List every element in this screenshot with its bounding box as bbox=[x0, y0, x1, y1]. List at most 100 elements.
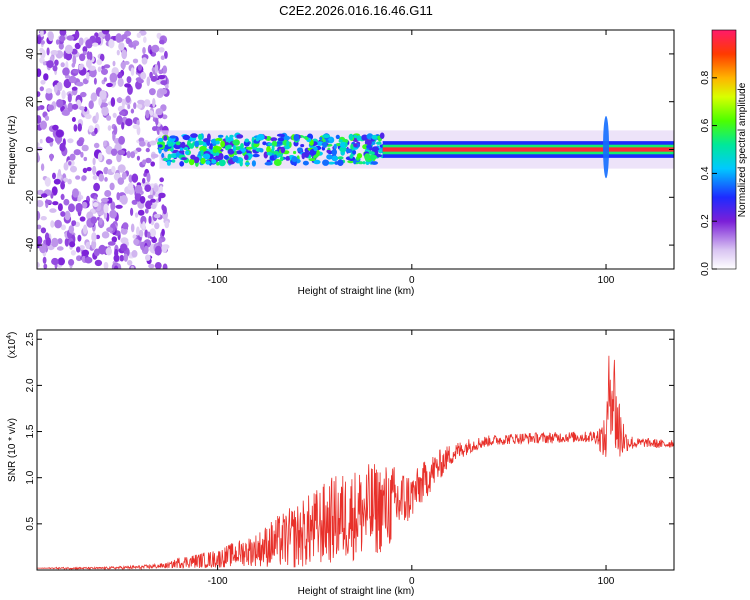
snr-line bbox=[37, 355, 674, 570]
noise-speckle bbox=[125, 95, 131, 103]
colorbar-tick-label: 0.8 bbox=[700, 70, 711, 84]
noise-speckle bbox=[39, 86, 44, 92]
signal-blob bbox=[338, 139, 343, 143]
signal-blob bbox=[244, 162, 250, 166]
noise-speckle bbox=[46, 60, 54, 68]
signal-blob bbox=[283, 135, 291, 141]
signal-blob bbox=[220, 140, 226, 148]
signal-blob bbox=[157, 137, 164, 142]
noise-speckle bbox=[73, 124, 78, 132]
noise-speckle bbox=[160, 55, 165, 60]
noise-speckle bbox=[148, 263, 155, 269]
signal-blob bbox=[352, 150, 357, 155]
signal-blob bbox=[205, 160, 211, 165]
noise-speckle bbox=[136, 32, 142, 38]
noise-speckle bbox=[161, 228, 165, 237]
y-tick-label: -40 bbox=[25, 237, 36, 252]
signal-blob bbox=[369, 154, 377, 160]
noise-speckle bbox=[113, 254, 120, 262]
signal-blob bbox=[356, 135, 362, 141]
signal-blob bbox=[252, 153, 260, 158]
noise-speckle bbox=[150, 198, 156, 203]
noise-speckle bbox=[147, 231, 151, 239]
noise-speckle bbox=[105, 247, 113, 256]
noise-speckle bbox=[109, 72, 118, 83]
noise-speckle bbox=[59, 30, 67, 37]
noise-speckle bbox=[83, 156, 88, 162]
noise-speckle bbox=[91, 239, 97, 250]
signal-blob bbox=[232, 155, 239, 163]
signal-blob bbox=[232, 140, 239, 145]
noise-speckle bbox=[81, 144, 89, 152]
noise-speckle bbox=[142, 177, 146, 184]
snr-frame bbox=[36, 329, 675, 571]
noise-speckle bbox=[40, 30, 44, 38]
signal-blob bbox=[364, 139, 372, 147]
noise-speckle bbox=[106, 82, 113, 88]
signal-blob bbox=[259, 148, 264, 153]
signal-blob bbox=[226, 144, 232, 149]
signal-blob bbox=[337, 159, 344, 166]
noise-speckle bbox=[56, 246, 64, 251]
noise-speckle bbox=[143, 100, 151, 107]
signal-blob bbox=[236, 134, 244, 139]
noise-speckle bbox=[76, 255, 82, 262]
noise-speckle bbox=[142, 47, 146, 55]
noise-speckle bbox=[82, 224, 88, 235]
y-tick-label: 2.5 bbox=[25, 332, 36, 346]
noise-speckle bbox=[76, 139, 84, 147]
noise-speckle bbox=[40, 193, 48, 198]
noise-speckle bbox=[121, 98, 125, 109]
snr-scale-close: ) bbox=[7, 332, 18, 335]
noise-speckle bbox=[101, 106, 109, 116]
signal-blob bbox=[273, 159, 282, 166]
noise-speckle bbox=[97, 152, 103, 162]
signal-blob bbox=[215, 138, 223, 142]
signal-blob bbox=[211, 159, 217, 164]
noise-speckle bbox=[159, 185, 163, 193]
noise-speckle bbox=[37, 91, 41, 97]
noise-speckle bbox=[86, 167, 92, 172]
noise-speckle bbox=[55, 129, 64, 138]
noise-speckle bbox=[70, 165, 77, 173]
snr-x-ticks: -100 0 100 bbox=[208, 330, 615, 587]
noise-speckle bbox=[61, 109, 70, 116]
colorbar-tick-label: 0.6 bbox=[700, 118, 711, 132]
signal-blob bbox=[236, 150, 243, 155]
noise-speckle bbox=[142, 221, 146, 230]
noise-speckle bbox=[37, 262, 40, 268]
signal-blob bbox=[157, 144, 163, 148]
noise-speckle bbox=[113, 125, 118, 135]
noise-speckle bbox=[103, 77, 108, 82]
signal-blob bbox=[253, 143, 259, 148]
noise-speckle bbox=[131, 250, 138, 258]
x-tick-label: 0 bbox=[409, 576, 415, 587]
noise-speckle bbox=[71, 117, 76, 122]
signal-blob bbox=[207, 133, 211, 141]
signal-blob bbox=[178, 149, 185, 154]
noise-speckle bbox=[51, 186, 58, 196]
signal-blob bbox=[368, 151, 375, 155]
signal-blob bbox=[371, 147, 380, 151]
noise-speckle bbox=[118, 135, 125, 145]
noise-speckle bbox=[115, 204, 123, 209]
signal-blob bbox=[348, 133, 354, 140]
noise-speckle bbox=[40, 163, 45, 171]
noise-speckle bbox=[136, 226, 140, 236]
noise-speckle bbox=[164, 50, 168, 59]
noise-speckle bbox=[72, 69, 80, 74]
signal-blob bbox=[179, 161, 185, 167]
noise-speckle bbox=[112, 60, 116, 67]
noise-speckle bbox=[140, 71, 147, 80]
noise-speckle bbox=[77, 196, 82, 202]
signal-blob bbox=[335, 134, 340, 140]
noise-speckle bbox=[130, 67, 135, 76]
signal-blob bbox=[300, 144, 305, 148]
noise-speckle bbox=[131, 199, 138, 205]
noise-speckle bbox=[44, 177, 51, 187]
signal-blob bbox=[166, 160, 171, 166]
noise-speckle bbox=[93, 182, 100, 192]
noise-speckle bbox=[138, 229, 144, 238]
y-tick-label: 0.5 bbox=[25, 516, 36, 530]
